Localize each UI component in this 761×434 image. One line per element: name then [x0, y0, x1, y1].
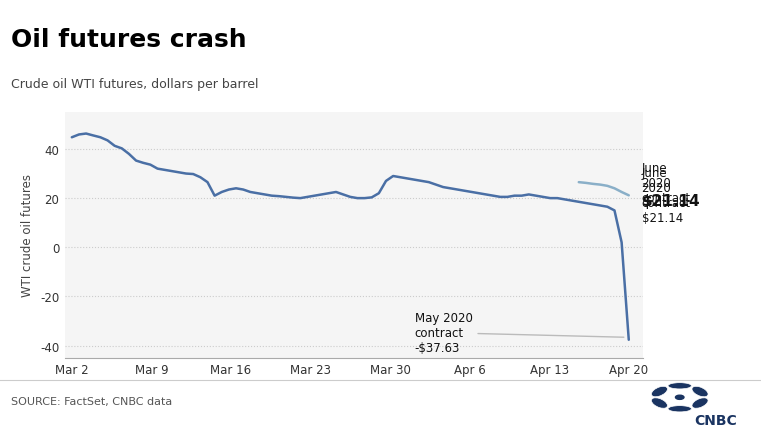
Text: CNBC: CNBC [695, 413, 737, 427]
Ellipse shape [668, 406, 692, 412]
Text: Oil futures crash: Oil futures crash [11, 28, 247, 52]
Circle shape [676, 395, 684, 399]
Text: June
2020
contract
$21.14: June 2020 contract $21.14 [642, 167, 691, 225]
Text: Crude oil WTI futures, dollars per barrel: Crude oil WTI futures, dollars per barre… [11, 78, 259, 91]
Ellipse shape [692, 386, 708, 397]
Ellipse shape [651, 398, 667, 408]
Ellipse shape [668, 383, 692, 389]
Text: May 2020
contract
-$37.63: May 2020 contract -$37.63 [415, 312, 624, 355]
Text: SOURCE: FactSet, CNBC data: SOURCE: FactSet, CNBC data [11, 396, 173, 405]
Y-axis label: WTI crude oil futures: WTI crude oil futures [21, 174, 34, 297]
Ellipse shape [692, 398, 708, 408]
Text: June
2020
contract: June 2020 contract [642, 162, 691, 205]
Text: $21.14: $21.14 [642, 194, 700, 209]
Ellipse shape [651, 386, 667, 397]
